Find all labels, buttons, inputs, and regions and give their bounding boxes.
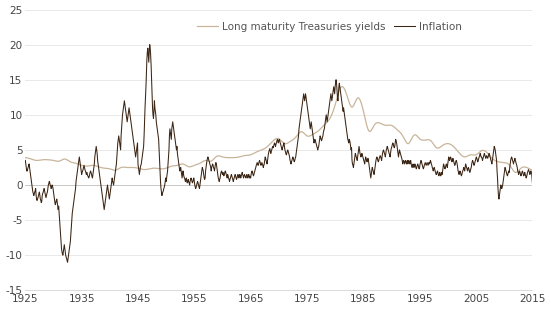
Inflation [239, 170, 246, 174]
Inflation [147, 43, 153, 46]
Long maturity Treasuries yields [512, 170, 519, 174]
Inflation [22, 159, 29, 162]
Inflation [160, 187, 167, 190]
Long maturity Treasuries yields [299, 130, 306, 134]
Line: Long maturity Treasuries yields: Long maturity Treasuries yields [25, 86, 532, 172]
Inflation [506, 170, 512, 174]
Long maturity Treasuries yields [529, 168, 536, 172]
Long maturity Treasuries yields [288, 139, 295, 142]
Long maturity Treasuries yields [107, 167, 114, 171]
Inflation [267, 152, 274, 155]
Inflation [479, 159, 486, 162]
Inflation [534, 178, 541, 181]
Line: Inflation: Inflation [25, 45, 537, 262]
Long maturity Treasuries yields [339, 85, 345, 88]
Legend: Long maturity Treasuries yields, Inflation: Long maturity Treasuries yields, Inflati… [193, 18, 466, 36]
Inflation [274, 138, 280, 141]
Long maturity Treasuries yields [89, 163, 96, 167]
Long maturity Treasuries yields [22, 156, 29, 160]
Long maturity Treasuries yields [193, 163, 199, 166]
Long maturity Treasuries yields [242, 154, 249, 157]
Inflation [64, 260, 71, 264]
